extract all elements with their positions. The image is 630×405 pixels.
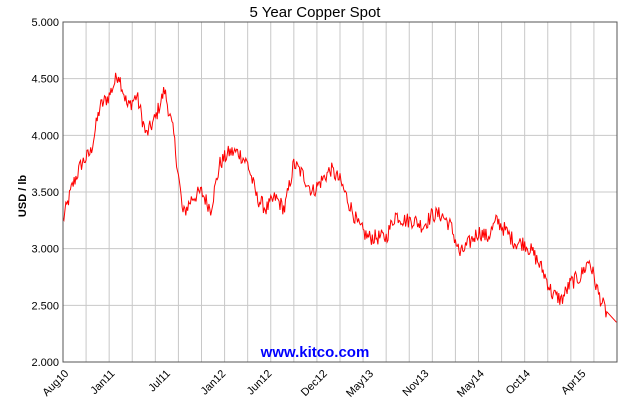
y-tick-label: 2.500 xyxy=(31,300,59,312)
y-tick-labels: 2.000 2.500 3.000 3.500 4.000 4.500 5.000 xyxy=(31,17,59,369)
x-tick-label: Aug10 xyxy=(40,368,71,399)
plot-border xyxy=(62,21,618,363)
y-tick-label: 2.000 xyxy=(31,357,59,369)
y-tick-label: 5.000 xyxy=(31,17,59,29)
series-line xyxy=(62,72,617,323)
x-tick-label: Jun12 xyxy=(245,368,275,398)
y-tick-label: 3.000 xyxy=(31,244,59,256)
x-tick-label: Oct14 xyxy=(504,368,533,397)
x-tick-labels: Aug10 Jan11 Jul11 Jan12 Jun12 Dec12 May13 Nov13… xyxy=(40,368,588,400)
x-tick-label: Jan12 xyxy=(199,368,229,398)
watermark-text: www.kitco.com xyxy=(260,344,370,361)
y-axis-label: USD / lb xyxy=(17,175,29,217)
chart-title: 5 Year Copper Spot xyxy=(250,4,382,21)
x-tick-label: Jul11 xyxy=(146,368,173,395)
x-tick-label: May14 xyxy=(455,368,487,400)
x-tick-label: Nov13 xyxy=(400,368,431,399)
grid-lines xyxy=(62,21,618,363)
y-tick-label: 4.000 xyxy=(31,130,59,142)
x-tick-label: May13 xyxy=(344,368,376,400)
x-tick-label: Apr15 xyxy=(559,368,588,397)
x-tick-label: Jan11 xyxy=(88,368,117,397)
x-tick-label: Dec12 xyxy=(299,368,330,399)
y-tick-label: 3.500 xyxy=(31,187,59,199)
y-tick-label: 4.500 xyxy=(31,74,59,86)
